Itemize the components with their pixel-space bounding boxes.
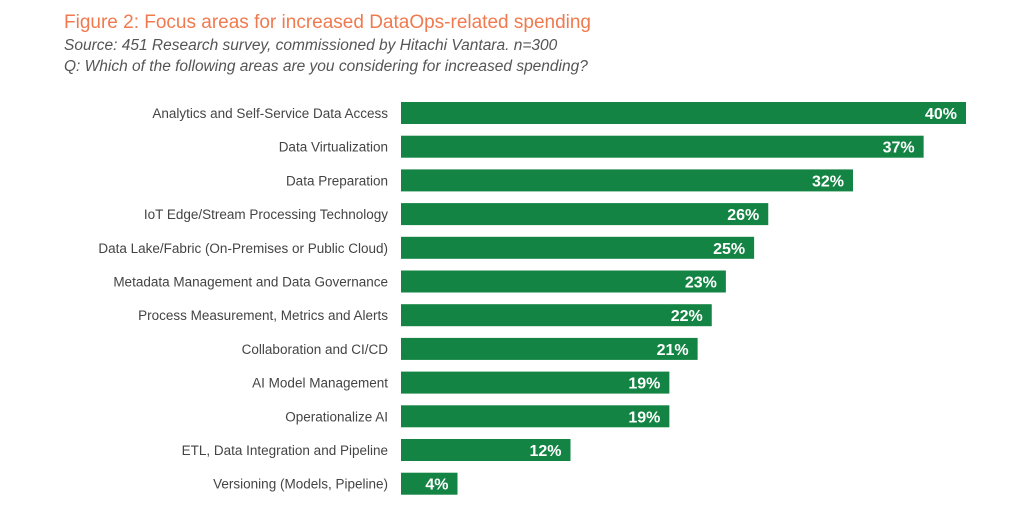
- bar: [401, 371, 670, 394]
- category-label: Process Measurement, Metrics and Alerts: [138, 308, 388, 323]
- category-label: Data Lake/Fabric (On-Premises or Public …: [98, 241, 388, 256]
- survey-question: Q: Which of the following areas are you …: [64, 58, 588, 75]
- category-label: Metadata Management and Data Governance: [113, 275, 388, 290]
- category-label: Versioning (Models, Pipeline): [213, 477, 388, 492]
- bar: [401, 135, 924, 158]
- chart-title: Figure 2: Focus areas for increased Data…: [64, 12, 591, 33]
- bar: [401, 337, 698, 360]
- category-label: AI Model Management: [252, 376, 388, 391]
- bar: [401, 405, 670, 428]
- bar: [401, 169, 853, 192]
- value-label: 22%: [671, 308, 703, 325]
- bar: [401, 102, 966, 124]
- chart-subtitle: Source: 451 Research survey, commissione…: [64, 37, 558, 54]
- bar: [401, 236, 755, 259]
- value-label: 26%: [727, 207, 759, 224]
- value-label: 23%: [685, 275, 717, 292]
- category-label: Operationalize AI: [285, 409, 388, 424]
- value-label: 32%: [812, 173, 844, 190]
- category-label: Collaboration and CI/CD: [242, 342, 389, 357]
- category-label: IoT Edge/Stream Processing Technology: [144, 207, 388, 222]
- value-label: 12%: [529, 443, 561, 460]
- category-label: Data Preparation: [286, 173, 388, 188]
- value-label: 37%: [883, 140, 915, 157]
- value-label: 19%: [628, 409, 660, 426]
- category-label: ETL, Data Integration and Pipeline: [182, 443, 388, 458]
- bar: [401, 472, 458, 495]
- value-label: 40%: [925, 106, 957, 123]
- bar: [401, 203, 769, 226]
- value-label: 19%: [628, 376, 660, 393]
- category-label: Data Virtualization: [279, 140, 388, 155]
- value-label: 4%: [425, 477, 448, 494]
- value-label: 21%: [657, 342, 689, 359]
- bar: [401, 304, 712, 327]
- value-label: 25%: [713, 241, 745, 258]
- category-label: Analytics and Self-Service Data Access: [152, 106, 388, 121]
- bar: [401, 439, 571, 461]
- bar: [401, 270, 726, 293]
